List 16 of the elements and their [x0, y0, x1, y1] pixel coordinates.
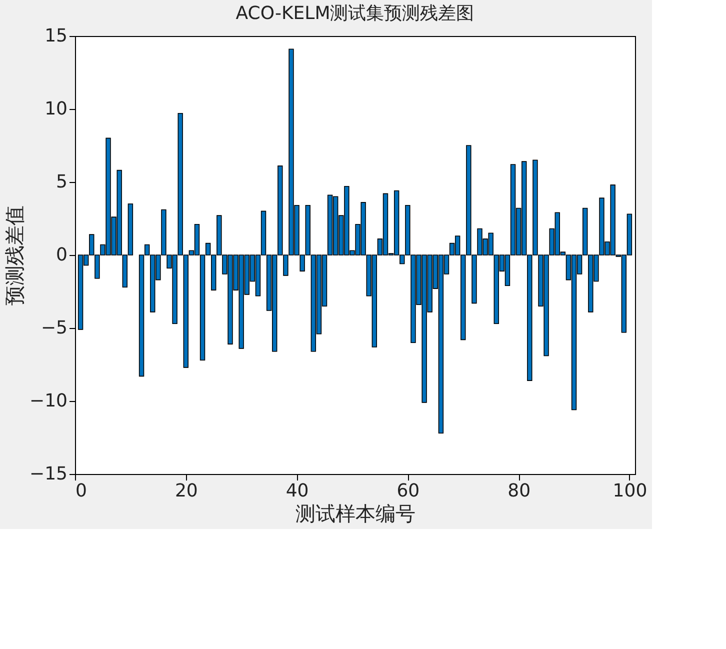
- y-tick-label: −15: [30, 464, 68, 484]
- x-tick-label: 100: [612, 480, 648, 502]
- y-tick-label: −5: [40, 318, 68, 338]
- y-axis-title: 预测残差值: [2, 206, 27, 306]
- y-tick-label: 5: [56, 172, 68, 192]
- x-tick-label: 0: [76, 480, 87, 502]
- x-tick-label: 60: [396, 480, 420, 502]
- x-tick-label: 80: [508, 480, 531, 502]
- x-tick-label: 20: [174, 480, 198, 502]
- y-tick-label: 15: [44, 26, 68, 46]
- y-tick-label: 10: [44, 98, 68, 120]
- x-tick-label: 40: [286, 480, 309, 502]
- x-axis-title: 测试样本编号: [296, 502, 416, 526]
- y-tick-label: 0: [56, 244, 68, 266]
- chart-title: ACO-KELM测试集预测残差图: [236, 3, 474, 24]
- y-tick-label: −10: [30, 390, 68, 412]
